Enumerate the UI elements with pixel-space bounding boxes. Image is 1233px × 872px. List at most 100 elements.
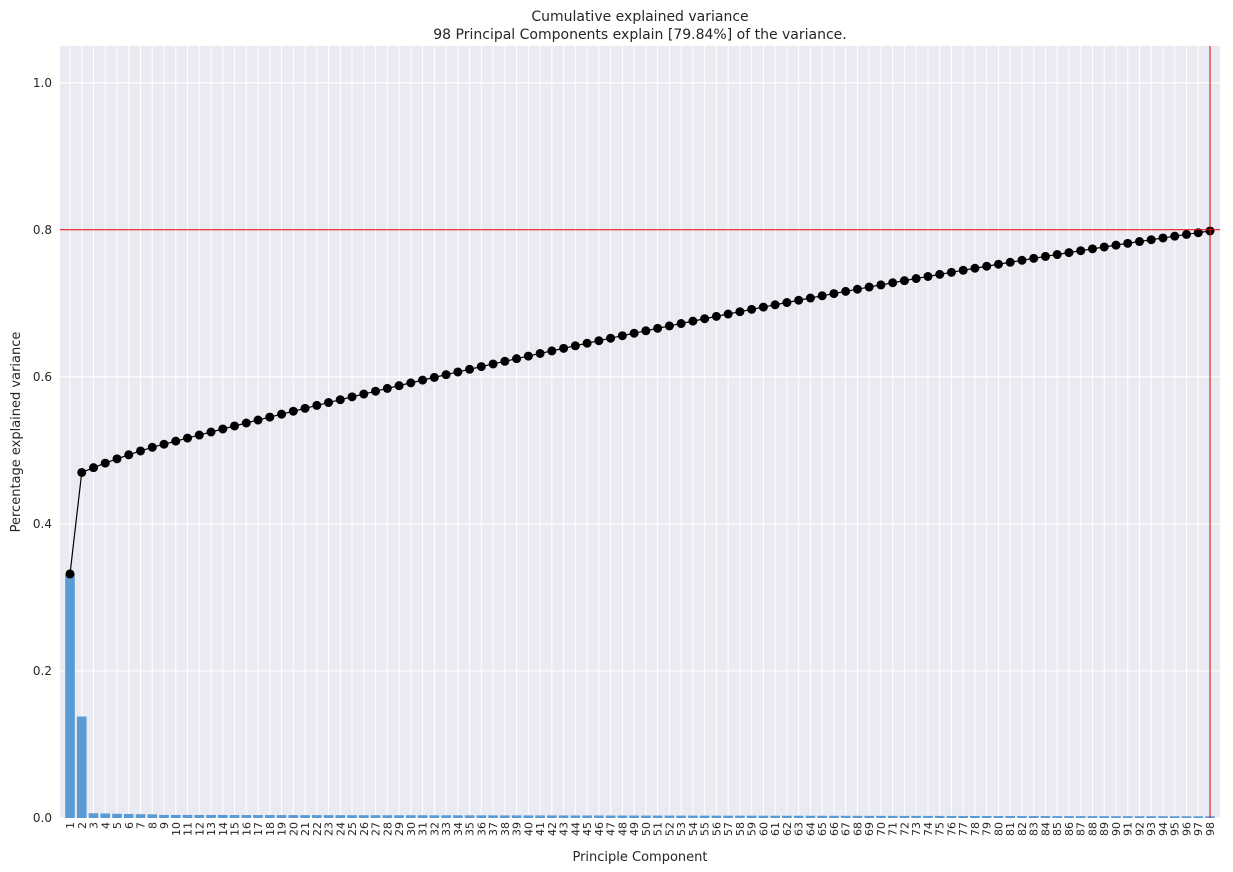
cumulative-point-48 [617,331,627,341]
bar-pc-1 [65,573,75,818]
bar-pc-28 [382,815,393,818]
bar-pc-92 [1134,816,1145,818]
bar-pc-76 [946,815,957,818]
cumulative-point-18 [265,412,275,422]
x-tick-label: 1 [64,822,77,829]
cumulative-point-90 [1111,240,1121,250]
cumulative-point-55 [700,314,710,324]
y-axis-ticks: 0.0 0.2 0.4 0.6 0.8 1.0 [33,76,52,825]
chart-subtitle: 98 Principal Components explain [79.84%]… [433,27,846,43]
cumulative-point-33 [441,370,451,380]
cumulative-line-series [65,226,1215,579]
bar-pc-96 [1181,816,1192,818]
cumulative-point-56 [711,311,721,321]
bar-pc-67 [840,815,851,818]
cumulative-point-47 [606,333,616,343]
cumulative-point-89 [1099,242,1109,252]
cumulative-point-69 [864,282,874,292]
bar-pc-58 [735,815,745,818]
cumulative-point-44 [570,341,580,351]
y-tick-label: 0.6 [33,370,52,384]
x-tick-label: 81 [1004,822,1017,836]
cumulative-point-52 [664,321,674,331]
bar-pc-77 [958,815,969,818]
x-tick-label: 86 [1063,822,1076,836]
x-tick-label: 16 [240,822,253,836]
bar-pc-95 [1169,816,1180,818]
threshold-lines [60,46,1220,818]
x-tick-label: 18 [264,822,277,836]
cumulative-point-10 [171,436,181,446]
x-tick-label: 89 [1098,822,1111,836]
x-tick-label: 2 [76,822,89,829]
x-tick-label: 93 [1145,822,1158,836]
y-tick-label: 0.4 [33,517,52,531]
bar-pc-82 [1017,816,1027,818]
x-tick-label: 26 [358,822,371,836]
x-tick-label: 69 [863,822,876,836]
x-tick-label: 58 [734,822,747,836]
x-tick-label: 30 [405,822,418,836]
x-tick-label: 53 [675,822,688,836]
cumulative-point-71 [888,278,898,288]
bar-pc-71 [887,815,898,818]
x-tick-label: 41 [534,822,547,836]
x-tick-label: 49 [628,822,641,836]
y-tick-label: 0.8 [33,223,52,237]
cumulative-point-85 [1052,250,1062,260]
x-tick-label: 74 [922,822,935,836]
bar-pc-83 [1028,816,1039,818]
y-tick-label: 0.0 [33,811,52,825]
cumulative-point-1 [65,569,75,579]
x-tick-label: 27 [370,822,383,836]
x-tick-label: 76 [945,822,958,836]
cumulative-point-49 [629,328,639,338]
cumulative-point-20 [288,406,298,416]
cumulative-point-12 [194,430,204,440]
cumulative-point-88 [1087,244,1097,254]
bar-pc-94 [1158,816,1168,818]
x-tick-label: 63 [793,822,806,836]
plot-background [60,46,1220,818]
bar-pc-57 [723,815,733,818]
x-tick-label: 20 [287,822,300,836]
cumulative-point-5 [112,454,122,464]
x-tick-label: 35 [464,822,477,836]
bar-pc-12 [194,814,205,818]
bar-pc-6 [123,813,134,818]
bar-pc-43 [558,815,569,818]
cumulative-point-54 [688,316,698,326]
cumulative-point-92 [1134,237,1144,247]
cumulative-point-23 [324,398,334,408]
bar-pc-55 [699,815,710,818]
x-tick-label: 48 [616,822,629,836]
bar-pc-73 [911,815,922,818]
x-tick-label: 39 [511,822,524,836]
x-tick-label: 94 [1157,822,1170,836]
x-tick-label: 24 [334,822,347,836]
x-tick-label: 62 [781,822,794,836]
x-tick-label: 61 [769,822,782,836]
cumulative-point-72 [899,276,909,286]
x-tick-label: 45 [581,822,594,836]
cumulative-point-22 [312,400,322,410]
bar-pc-21 [300,815,310,818]
cumulative-point-2 [77,467,87,477]
bar-pc-59 [746,815,757,818]
x-tick-label: 73 [910,822,923,836]
x-tick-label: 3 [88,822,101,829]
cumulative-point-93 [1146,235,1156,245]
x-tick-label: 78 [969,822,982,836]
cumulative-point-40 [523,351,533,361]
cumulative-point-78 [970,263,980,273]
cumulative-point-6 [124,450,134,460]
cumulative-point-14 [218,424,228,434]
cumulative-point-17 [253,415,263,425]
bar-pc-10 [170,814,181,818]
x-tick-label: 79 [981,822,994,836]
cumulative-point-28 [382,383,392,393]
cumulative-point-62 [782,298,792,308]
bar-pc-34 [453,815,463,818]
x-tick-label: 36 [475,822,488,836]
